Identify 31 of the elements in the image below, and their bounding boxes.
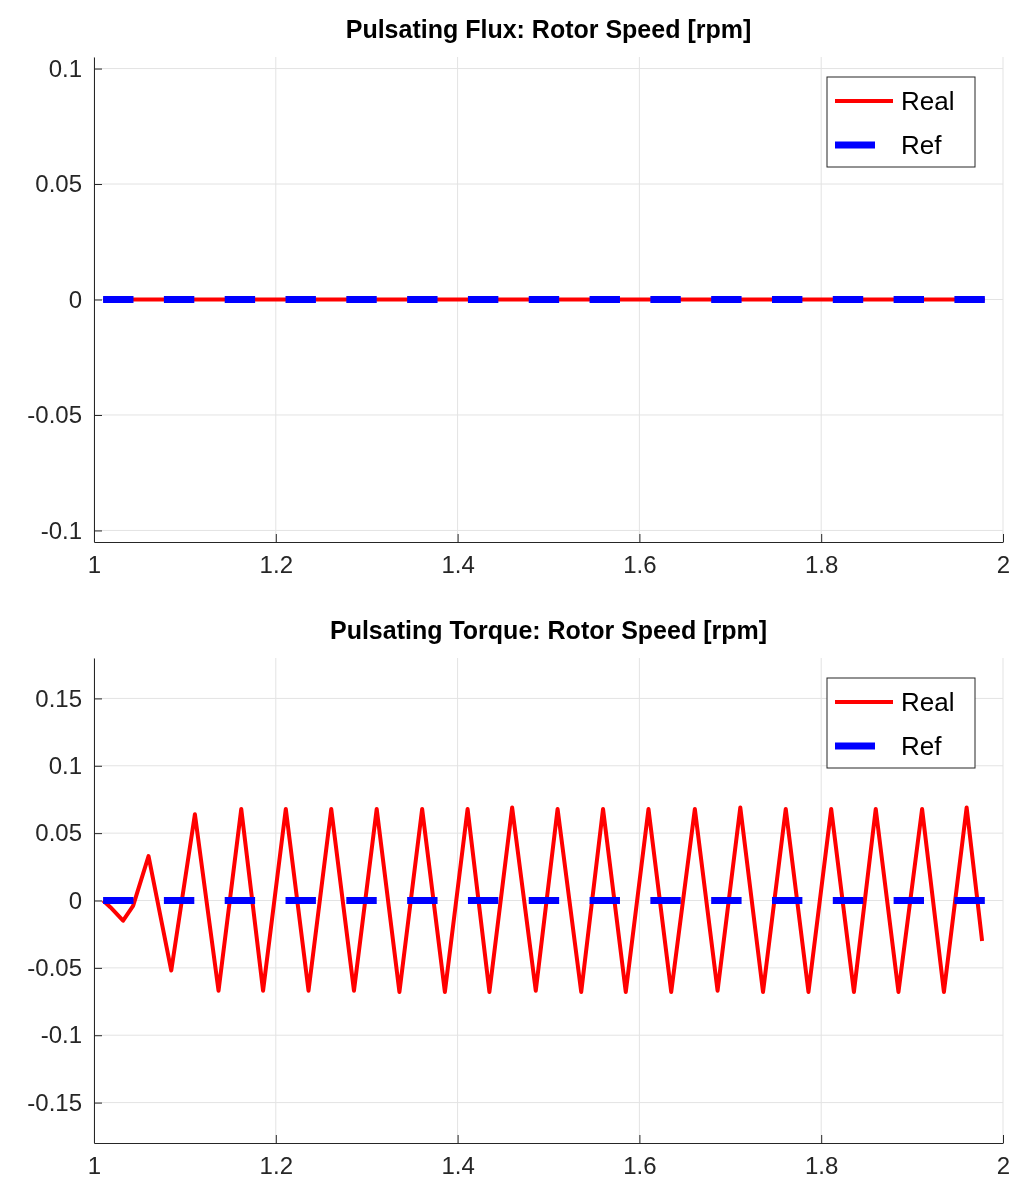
- y-tick-label: 0.05: [35, 819, 82, 847]
- legend-label: Real: [901, 687, 955, 717]
- x-tick-label: 1.6: [623, 1152, 657, 1180]
- y-tick-label: 0.05: [35, 170, 82, 198]
- x-tick-label: 1.6: [623, 551, 657, 579]
- y-tick-label: -0.05: [27, 954, 82, 982]
- x-tick-label: 1.2: [259, 1152, 293, 1180]
- y-tick-label: -0.15: [27, 1088, 82, 1116]
- y-tick-label: -0.1: [40, 516, 82, 544]
- y-tick-label: 0: [68, 886, 82, 914]
- y-tick-label: 0.1: [48, 54, 82, 82]
- x-tick-label: 1.4: [441, 1152, 475, 1180]
- y-tick-label: 0.1: [48, 751, 82, 779]
- legend-label: Real: [901, 86, 955, 116]
- chart-title: Pulsating Torque: Rotor Speed [rpm]: [329, 616, 768, 644]
- line-series: [101, 805, 985, 995]
- legend-label: Ref: [901, 731, 943, 761]
- x-tick-label: 1.8: [805, 1152, 839, 1180]
- x-tick-label: 1: [87, 551, 102, 579]
- x-tick-label: 1.4: [441, 551, 475, 579]
- y-tick-label: 0.15: [35, 684, 82, 712]
- legend-label: Ref: [901, 130, 943, 160]
- x-tick-label: 2: [996, 1152, 1011, 1180]
- x-tick-label: 1: [87, 1152, 102, 1180]
- y-tick-label: -0.1: [40, 1021, 82, 1049]
- x-tick-label: 1.2: [259, 551, 293, 579]
- y-tick-label: 0: [68, 285, 82, 313]
- y-tick-label: -0.05: [27, 401, 82, 429]
- x-tick-label: 2: [996, 551, 1011, 579]
- x-tick-label: 1.8: [805, 551, 839, 579]
- chart-title: Pulsating Flux: Rotor Speed [rpm]: [345, 15, 752, 43]
